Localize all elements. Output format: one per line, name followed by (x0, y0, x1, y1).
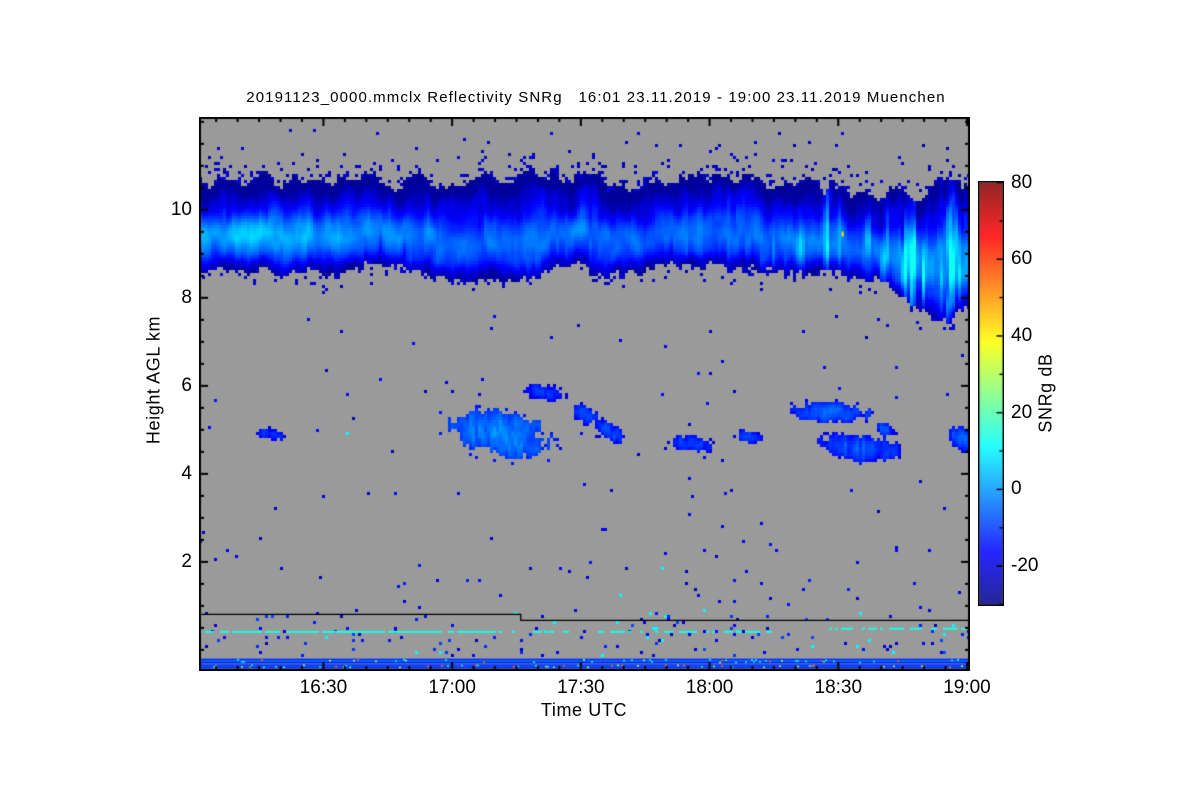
y-tick-label: 4 (181, 462, 192, 484)
y-tick-label: 8 (181, 286, 192, 308)
x-tick-label: 18:30 (814, 677, 863, 698)
x-tick-label: 17:30 (557, 677, 605, 698)
x-axis-label: Time UTC (540, 700, 628, 720)
colorbar-tick-label: -20 (1011, 555, 1039, 577)
colorbar (978, 181, 1004, 606)
x-tick-label: 16:30 (299, 677, 348, 698)
colorbar-label: SNRg dB (1035, 353, 1056, 433)
colorbar-tick-label: 80 (1011, 171, 1033, 193)
colorbar-tick-label: 40 (1011, 324, 1033, 346)
colorbar-tick-label: 20 (1011, 401, 1033, 423)
colorbar-tick-label: 60 (1011, 248, 1033, 270)
plot-title: 20191123_0000.mmclx Reflectivity SNRg 16… (246, 89, 946, 106)
x-tick-label: 19:00 (943, 677, 991, 698)
x-tick-label: 17:00 (428, 677, 476, 698)
x-tick-label: 18:00 (685, 677, 734, 698)
colorbar-tick-label: 0 (1011, 478, 1022, 500)
y-tick-label: 6 (181, 374, 192, 396)
reflectivity-heatmap (199, 117, 970, 671)
y-tick-label: 10 (170, 198, 192, 220)
y-tick-label: 2 (181, 550, 192, 572)
